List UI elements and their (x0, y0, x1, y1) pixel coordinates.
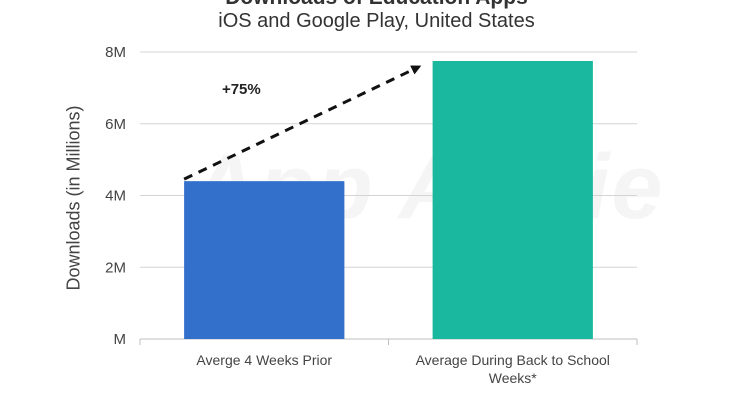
y-tick-label: M (114, 331, 127, 348)
y-tick-label: 6M (105, 116, 126, 133)
chart-subtitle: iOS and Google Play, United States (218, 10, 535, 32)
x-tick-label: Average During Back to School Weeks* (416, 352, 610, 386)
y-tick-label: 8M (105, 44, 126, 61)
annotation-label: +75% (222, 81, 261, 98)
chart-title: Downloads of Education Apps (0, 0, 753, 10)
bar (432, 60, 593, 339)
y-tick-label: 4M (105, 188, 126, 205)
bar (184, 181, 345, 339)
annotation-arrow (183, 65, 422, 181)
y-tick-label: 2M (105, 259, 126, 276)
x-tick-label: Averge 4 Weeks Prior (196, 352, 332, 368)
